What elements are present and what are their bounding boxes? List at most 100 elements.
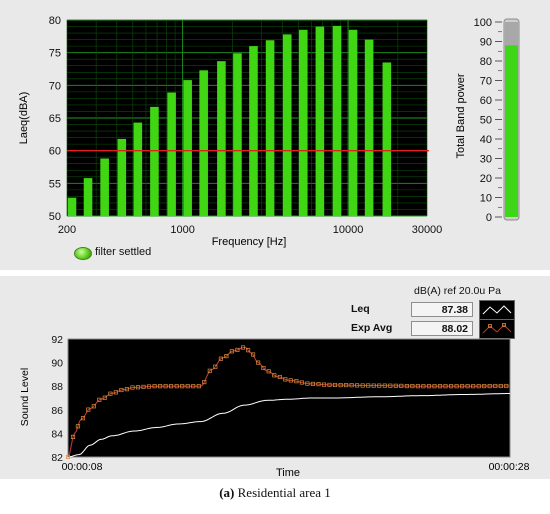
- expavg-point: [135, 385, 141, 390]
- expavg-point: [360, 383, 365, 388]
- expavg-point: [426, 384, 432, 389]
- expavg-point: [146, 384, 152, 389]
- spectrum-xtick-label: 10000: [333, 224, 364, 236]
- caption-prefix: (a): [219, 485, 235, 500]
- trend-x-end: 00:00:28: [489, 461, 530, 473]
- expavg-point: [235, 347, 240, 352]
- expavg-point: [393, 383, 398, 388]
- expavg-point: [371, 383, 376, 388]
- figure-caption: (a) Residential area 1: [0, 485, 550, 501]
- spectrum-bar: [265, 40, 275, 217]
- trend-ytick-label: 90: [51, 358, 63, 370]
- expavg-point: [180, 384, 185, 389]
- expavg-point: [476, 384, 481, 389]
- trend-ytick-label: 92: [51, 334, 63, 346]
- expavg-point: [454, 384, 459, 389]
- expavg-point: [174, 384, 179, 389]
- spectrum-bar: [100, 158, 109, 216]
- band-meter-label: Total Band power: [455, 73, 467, 158]
- expavg-point: [332, 382, 338, 388]
- filter-settled-led: [74, 247, 92, 260]
- spectrum-xtick-label: 30000: [412, 224, 443, 236]
- trend-ylabel: Sound Level: [19, 368, 31, 426]
- expavg-point: [316, 382, 321, 387]
- filter-settled-label: filter settled: [95, 246, 152, 258]
- expavg-point: [338, 383, 343, 388]
- expavg-point: [404, 384, 409, 389]
- band-meter-tick-label: 40: [480, 134, 492, 146]
- expavg-point: [191, 384, 196, 389]
- band-meter-tick-label: 90: [480, 37, 492, 49]
- trend-plot-area: [67, 338, 511, 458]
- expavg-point: [213, 364, 218, 369]
- expavg-value: 88.02: [411, 321, 473, 336]
- expavg-point: [256, 360, 261, 365]
- spectrum-xtick-label: 1000: [170, 224, 194, 236]
- expavg-point: [299, 380, 304, 385]
- expavg-point: [218, 356, 223, 361]
- spectrum-bar: [117, 138, 127, 216]
- expavg-point: [410, 384, 415, 389]
- expavg-point: [70, 434, 76, 439]
- expavg-point: [266, 369, 271, 374]
- expavg-point: [229, 349, 234, 354]
- spectrum-bar: [233, 53, 242, 216]
- expavg-point: [498, 383, 503, 389]
- spectrum-bar: [83, 178, 93, 216]
- spectrum-bar: [167, 92, 176, 216]
- expavg-point: [415, 384, 420, 389]
- expavg-point: [119, 387, 124, 393]
- spectrum-ytick-label: 75: [49, 48, 61, 60]
- trend-ytick-label: 88: [51, 381, 63, 393]
- spectrum-bar: [282, 34, 292, 216]
- expavg-point: [163, 384, 168, 389]
- expavg-point: [465, 384, 470, 389]
- expavg-point: [91, 404, 96, 409]
- expavg-point: [277, 374, 282, 380]
- band-meter-tick-label: 100: [474, 17, 492, 29]
- expavg-point: [388, 383, 393, 388]
- spectrum-ytick-label: 60: [49, 146, 61, 158]
- leq-value: 87.38: [411, 302, 473, 317]
- expavg-legend-swatch: [479, 319, 515, 339]
- spectrum-bar: [382, 62, 392, 216]
- expavg-point: [382, 383, 387, 388]
- leq-line: [67, 393, 510, 458]
- spectrum-bar: [150, 106, 159, 216]
- reference-label: dB(A) ref 20.0u Pa: [414, 285, 501, 297]
- band-meter-tick-label: 0: [486, 212, 492, 224]
- sound-level-chart: Sound Level Time 00:00:08 00:00:28 92 90 8…: [19, 334, 530, 479]
- expavg-point: [487, 384, 492, 389]
- expavg-point: [185, 384, 190, 389]
- expavg-point: [240, 345, 246, 350]
- spectrum-bar: [348, 29, 358, 216]
- expavg-point: [102, 395, 107, 400]
- trend-x-start: 00:00:08: [62, 461, 103, 473]
- expavg-point: [471, 384, 476, 389]
- expavg-point: [449, 384, 454, 389]
- expavg-point: [283, 377, 288, 382]
- spectrum-bar: [249, 46, 258, 217]
- band-meter-tick-label: 60: [480, 95, 492, 107]
- expavg-point: [97, 397, 102, 402]
- expavg-point: [305, 381, 310, 386]
- band-meter-tick-label: 10: [480, 193, 492, 205]
- expavg-point: [196, 384, 201, 389]
- expavg-point: [108, 391, 113, 396]
- expavg-point: [443, 384, 448, 389]
- expavg-point: [421, 384, 426, 389]
- trend-xlabel: Time: [276, 467, 300, 479]
- expavg-point: [321, 382, 327, 387]
- expavg-point: [251, 352, 256, 357]
- expavg-point: [130, 385, 135, 390]
- expavg-legend-line-icon: [482, 323, 512, 334]
- expavg-point: [272, 373, 277, 378]
- leq-label: Leq: [351, 303, 370, 315]
- spectrum-bar: [332, 25, 342, 216]
- trend-ytick-label: 86: [51, 405, 63, 417]
- expavg-point: [310, 381, 315, 386]
- expavg-point: [288, 378, 293, 383]
- spectrum-ytick-label: 65: [49, 113, 61, 125]
- spectrum-bar: [183, 80, 192, 217]
- expavg-point: [202, 380, 207, 385]
